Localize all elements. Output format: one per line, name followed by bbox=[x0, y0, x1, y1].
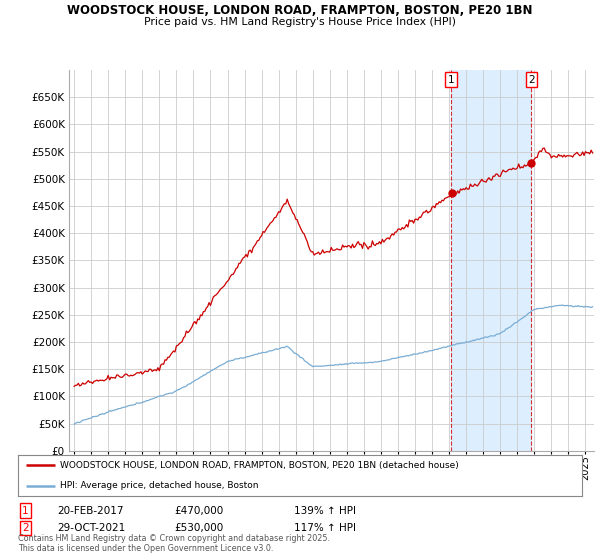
Text: 1: 1 bbox=[22, 506, 29, 516]
Text: Price paid vs. HM Land Registry's House Price Index (HPI): Price paid vs. HM Land Registry's House … bbox=[144, 17, 456, 27]
Text: WOODSTOCK HOUSE, LONDON ROAD, FRAMPTON, BOSTON, PE20 1BN: WOODSTOCK HOUSE, LONDON ROAD, FRAMPTON, … bbox=[67, 4, 533, 17]
Text: 20-FEB-2017: 20-FEB-2017 bbox=[57, 506, 124, 516]
Text: HPI: Average price, detached house, Boston: HPI: Average price, detached house, Bost… bbox=[60, 481, 259, 490]
Bar bbox=[451, 70, 532, 451]
Text: 117% ↑ HPI: 117% ↑ HPI bbox=[294, 523, 356, 533]
Text: 2: 2 bbox=[528, 74, 535, 85]
Text: 29-OCT-2021: 29-OCT-2021 bbox=[57, 523, 125, 533]
Text: 1: 1 bbox=[448, 74, 455, 85]
Text: Contains HM Land Registry data © Crown copyright and database right 2025.
This d: Contains HM Land Registry data © Crown c… bbox=[18, 534, 330, 553]
Text: 139% ↑ HPI: 139% ↑ HPI bbox=[294, 506, 356, 516]
Text: WOODSTOCK HOUSE, LONDON ROAD, FRAMPTON, BOSTON, PE20 1BN (detached house): WOODSTOCK HOUSE, LONDON ROAD, FRAMPTON, … bbox=[60, 461, 459, 470]
Text: 2: 2 bbox=[22, 523, 29, 533]
Text: £470,000: £470,000 bbox=[174, 506, 223, 516]
Text: £530,000: £530,000 bbox=[174, 523, 223, 533]
